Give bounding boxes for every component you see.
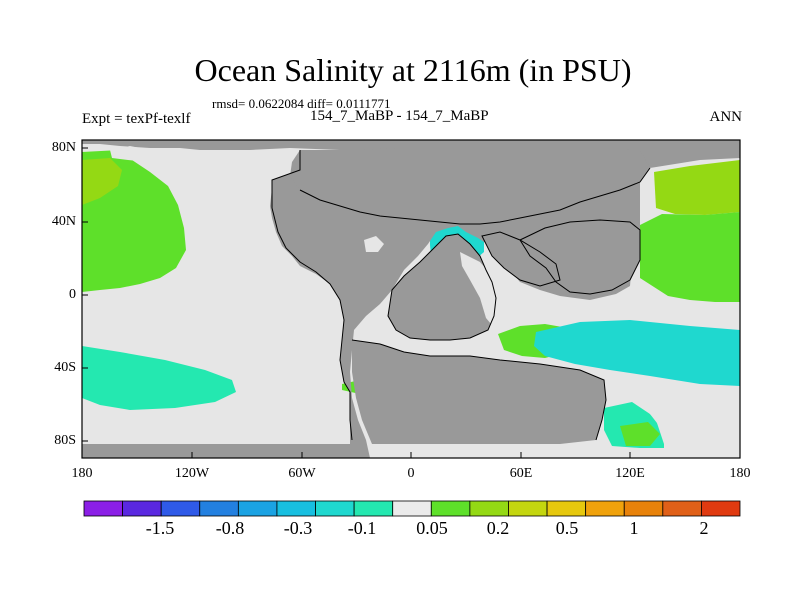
colorbar-swatch xyxy=(469,500,509,517)
anomaly-patch-east-eurasia-green xyxy=(640,212,740,302)
colorbar-swatch xyxy=(662,500,702,517)
colorbar-swatch xyxy=(276,500,316,517)
anomaly-patch-west-green xyxy=(620,422,660,446)
land-north-block xyxy=(290,148,650,224)
coastline-south xyxy=(351,339,607,441)
colorbar-label: 0.5 xyxy=(555,518,579,538)
experiment-label: Expt = texPf-texlf xyxy=(82,111,191,127)
colorbar-label: -0.8 xyxy=(215,518,245,538)
land-east-asia xyxy=(520,220,640,294)
x-tick-label: 60E xyxy=(509,466,533,481)
anomaly-patch-south-pacific xyxy=(82,346,236,410)
anomaly-patch-indian-cyan xyxy=(534,320,740,386)
colorbar-label: -0.3 xyxy=(283,518,313,538)
x-tick-label: 0 xyxy=(407,466,415,481)
y-tick-label: 80S xyxy=(54,433,76,448)
colorbar-label: 1 xyxy=(629,518,639,538)
colorbar-swatch xyxy=(623,500,664,517)
coastline-north xyxy=(299,167,651,225)
map-title: Ocean Salinity at 2116m (in PSU) xyxy=(194,52,632,88)
land-tethys-islands xyxy=(482,232,560,286)
season-label: ANN xyxy=(709,109,743,125)
colorbar-swatch xyxy=(508,500,548,517)
x-tick-label: 60W xyxy=(288,466,316,481)
neutral-patch-tethys-channel xyxy=(460,252,504,330)
colorbar-label: -1.5 xyxy=(145,518,175,538)
colorbar-label: 0.05 xyxy=(416,518,448,538)
land-south-block xyxy=(352,340,606,444)
x-tick-label: 180 xyxy=(729,466,751,481)
colorbar-swatch xyxy=(160,500,201,517)
x-tick-label: 120W xyxy=(174,466,210,481)
experiment-subtitle: 154_7_MaBP - 154_7_MaBP xyxy=(310,108,489,124)
neutral-patch-southern xyxy=(604,380,740,444)
colorbar-swatch xyxy=(237,500,278,517)
colorbar-label: -0.1 xyxy=(347,518,377,538)
anomaly-patch-north-pacific-light xyxy=(82,158,122,205)
neutral-patch-inner-sea xyxy=(364,236,384,252)
colorbar-swatch xyxy=(122,500,162,517)
land-pangaea-west xyxy=(82,140,740,458)
colorbar-swatch xyxy=(315,500,355,517)
colorbar-swatch xyxy=(701,500,741,517)
colorbar-swatch xyxy=(585,500,625,517)
colorbar-label: 2 xyxy=(699,518,709,538)
stats-line: rmsd= 0.0622084 diff= 0.0111771 xyxy=(212,96,391,111)
colorbar-swatch xyxy=(199,500,239,517)
neutral-patches xyxy=(110,146,740,444)
colorbar-swatch xyxy=(392,500,432,517)
coastline-central xyxy=(387,233,497,341)
y-tick-label: 0 xyxy=(69,287,76,302)
colorbar-swatch xyxy=(546,500,587,517)
axis-ticks xyxy=(81,147,741,458)
coastline-west xyxy=(271,150,353,441)
anomaly-patch-east-eurasia xyxy=(654,160,740,215)
coastlines xyxy=(271,150,651,441)
x-tick-label: 180 xyxy=(71,466,93,481)
colorbar-label: 0.2 xyxy=(486,518,510,538)
colorbar-swatch xyxy=(83,500,123,517)
neutral-patch-arctic xyxy=(110,146,160,162)
y-tick-label: 40N xyxy=(51,214,76,229)
y-tick-label: 40S xyxy=(54,360,76,375)
coastline-tethys xyxy=(481,231,561,287)
coastline-east xyxy=(519,219,641,295)
colorbar-swatch xyxy=(353,500,394,517)
y-tick-label: 80N xyxy=(51,140,76,155)
colorbar xyxy=(83,500,741,517)
x-tick-label: 120E xyxy=(615,466,645,481)
colorbar-swatch xyxy=(430,500,471,517)
anomaly-patches xyxy=(82,150,740,448)
